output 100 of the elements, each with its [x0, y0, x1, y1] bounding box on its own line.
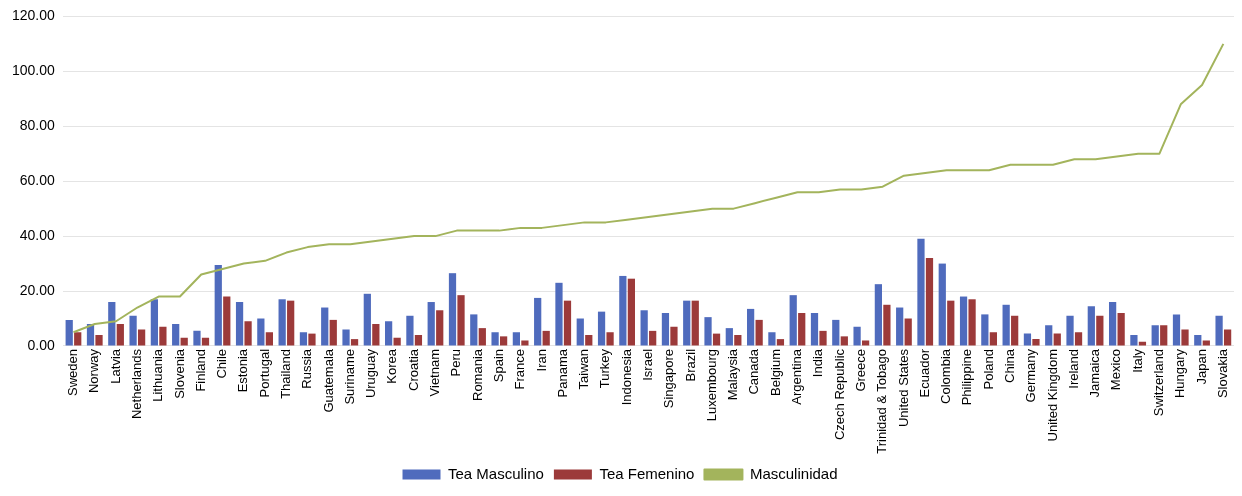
bar — [776, 339, 785, 346]
bar — [840, 336, 848, 346]
y-tick-label: 40.00 — [19, 226, 56, 243]
bar — [661, 313, 670, 346]
bar — [1011, 315, 1019, 346]
y-tick-label: 120.00 — [11, 7, 56, 24]
bar — [214, 264, 222, 346]
bar — [989, 332, 997, 346]
bar — [1045, 325, 1053, 346]
bar — [478, 328, 486, 346]
bar — [755, 319, 763, 346]
bar — [299, 332, 308, 346]
x-tick-label: Switzerland — [1151, 348, 1167, 417]
bar — [917, 238, 925, 346]
x-tick-label: Japan — [1193, 348, 1209, 385]
y-tick-label: 80.00 — [19, 117, 56, 134]
y-tick-label: 100.00 — [11, 62, 56, 79]
bar — [448, 273, 457, 346]
x-tick-label: Hungary — [1172, 348, 1188, 399]
bar — [981, 314, 989, 346]
bar — [470, 314, 478, 346]
bar — [712, 333, 721, 346]
x-tick-label: China — [1001, 348, 1017, 383]
bar — [883, 304, 891, 346]
bar — [1032, 339, 1040, 346]
x-tick-label: Romania — [469, 348, 485, 401]
bar — [563, 300, 572, 346]
x-tick-label: Singapore — [661, 348, 677, 409]
bar — [172, 324, 180, 346]
bar — [1194, 334, 1202, 346]
bar — [244, 321, 252, 346]
x-tick-label: Spain — [490, 348, 506, 383]
x-tick-label: Taiwan — [576, 348, 592, 390]
bar — [1117, 313, 1125, 346]
x-tick-label: Canada — [746, 348, 762, 395]
bar — [968, 299, 976, 346]
bar — [925, 258, 934, 346]
x-tick-label: Indonesia — [618, 348, 634, 406]
bar — [734, 334, 742, 346]
x-tick-label: Guatemala — [320, 348, 336, 413]
x-tick-label: Philippine — [959, 348, 975, 406]
x-tick-label: Estonia — [235, 348, 251, 393]
x-tick-label: Israel — [639, 348, 655, 381]
y-tick-label: 0.00 — [27, 336, 56, 353]
x-tick-label: Turkey — [597, 348, 613, 389]
bar — [649, 330, 657, 346]
legend-label: Tea Femenino — [599, 464, 695, 482]
bar — [704, 317, 712, 346]
x-tick-label: France — [512, 348, 528, 390]
bar — [1096, 315, 1104, 346]
bar — [597, 311, 606, 346]
x-tick-label: Russia — [299, 348, 315, 389]
x-tick-label: Thailand — [277, 348, 293, 399]
bar — [534, 297, 542, 346]
bar — [789, 295, 797, 346]
bar — [129, 315, 137, 346]
bar — [747, 308, 755, 346]
x-tick-label: Italy — [1129, 348, 1145, 373]
y-tick-label: 60.00 — [19, 172, 56, 189]
x-tick-label: Czech Republic — [831, 348, 847, 441]
x-tick-label: Panama — [554, 348, 570, 398]
bar — [363, 293, 371, 346]
bar — [1172, 314, 1181, 346]
bar — [640, 310, 648, 346]
bar — [768, 332, 776, 346]
bar — [874, 284, 882, 346]
x-tick-label: Luxembourg — [703, 348, 719, 422]
x-tick-label: Slovakia — [1214, 348, 1230, 399]
bar — [372, 324, 380, 346]
bar — [810, 313, 819, 346]
bar — [904, 318, 912, 346]
x-tick-label: Greece — [852, 348, 868, 392]
x-tick-label: Chile — [214, 348, 230, 379]
bar — [321, 307, 329, 346]
bar — [265, 332, 273, 346]
bar — [521, 340, 529, 346]
bar — [414, 334, 423, 346]
bar — [1087, 306, 1095, 346]
bar — [278, 299, 286, 346]
bar — [1053, 333, 1061, 346]
bar — [137, 329, 146, 346]
x-tick-label: United States — [895, 348, 911, 428]
bar — [896, 307, 904, 346]
bar — [512, 332, 520, 346]
bar — [725, 328, 733, 346]
bar — [619, 275, 627, 346]
bar — [257, 318, 265, 346]
x-tick-label: Mexico — [1108, 348, 1124, 391]
x-tick-label: Ecuador — [916, 348, 932, 398]
bar — [798, 313, 806, 346]
bar — [1151, 325, 1159, 346]
bar — [1023, 333, 1032, 346]
x-tick-label: Suriname — [341, 348, 357, 405]
bar — [683, 300, 691, 346]
bar — [499, 336, 508, 346]
x-tick-label: Brazil — [682, 348, 698, 382]
bar — [542, 330, 550, 346]
bar — [491, 332, 499, 346]
bar — [223, 296, 231, 346]
x-tick-label: Argentina — [789, 348, 805, 405]
